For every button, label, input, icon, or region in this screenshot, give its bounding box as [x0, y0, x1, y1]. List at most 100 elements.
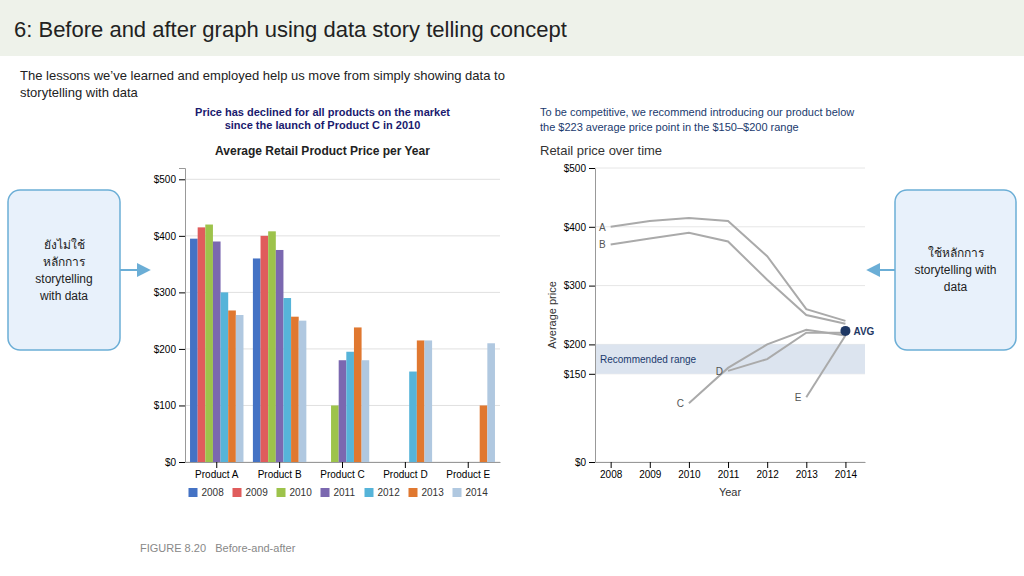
annotation: To be competitive, we recommend introduc…	[540, 106, 854, 118]
tick: $500	[564, 163, 595, 174]
tick-label: 2010	[678, 469, 701, 480]
speech-bubble: ยังไม่ใช้หลักการstorytellingwith data	[8, 190, 148, 350]
tick: Product E	[446, 462, 490, 480]
axis-domain	[595, 169, 596, 463]
tick: 2010	[678, 462, 701, 480]
tick-mark	[216, 462, 217, 468]
legend-label: 2014	[466, 487, 489, 498]
series-label: C	[677, 398, 684, 409]
tick-label: $500	[564, 163, 587, 174]
plot-area	[595, 218, 865, 403]
bar	[402, 462, 410, 463]
y-axis-title: Average price	[546, 281, 558, 349]
bar	[457, 462, 465, 463]
bar	[424, 340, 432, 462]
tick-mark	[342, 462, 343, 468]
legend-item: 2014	[453, 487, 489, 498]
tick-mark	[589, 168, 595, 169]
bubble-text-line: storytelling	[35, 272, 92, 286]
grid-line	[595, 168, 865, 169]
legend-label: 2012	[378, 487, 401, 498]
bubble-box	[895, 190, 1016, 350]
bubble-box	[8, 190, 120, 350]
tick: $400	[564, 222, 595, 233]
tick-mark	[468, 462, 469, 468]
bubble-text-line: data	[944, 280, 968, 294]
x-axis: Product AProduct BProduct CProduct DProd…	[186, 462, 501, 480]
chart-header-line: Price has declined for all products on t…	[195, 106, 450, 118]
title-band	[0, 0, 1024, 56]
grid	[595, 168, 865, 462]
x-axis-title: Year	[719, 486, 742, 498]
bubble-text-line: ใช้หลักการ	[928, 246, 985, 260]
bar	[316, 462, 324, 463]
tick-mark	[179, 179, 185, 180]
plot-area	[190, 225, 495, 462]
chart-svg: 6: Before and after graph using data sto…	[0, 0, 1024, 576]
legend-item: 2011	[321, 487, 356, 498]
line	[689, 330, 846, 404]
tick-label: $500	[154, 174, 177, 185]
tick: $150	[564, 369, 595, 380]
grid-line	[185, 292, 500, 293]
series-label: D	[716, 366, 723, 377]
legend-item: 2012	[365, 487, 401, 498]
tick-mark	[405, 462, 406, 468]
tick-mark	[179, 405, 185, 406]
bar	[417, 340, 425, 462]
tick-label: $100	[154, 400, 177, 411]
tick-mark	[589, 462, 595, 463]
bubble-text: ยังไม่ใช้หลักการstorytellingwith data	[35, 238, 92, 303]
tick-mark	[179, 292, 185, 293]
tick: $0	[575, 457, 595, 468]
legend-label: 2013	[422, 487, 445, 498]
tick-mark	[589, 344, 595, 345]
tick-mark	[589, 374, 595, 375]
x-axis: 2008200920102011201220132014	[596, 462, 866, 480]
grid-line	[595, 285, 865, 286]
tick-label: $0	[165, 457, 177, 468]
bar	[449, 462, 457, 463]
bar	[283, 298, 291, 462]
bar	[268, 231, 276, 462]
tick-mark	[179, 349, 185, 350]
axis-domain	[596, 462, 866, 463]
tick: Product C	[320, 462, 364, 480]
legend-item: 2010	[277, 487, 313, 498]
legend: 2008 2009 2010 2011 2012 2013 2014	[189, 487, 489, 498]
y-axis: $0$100$200$300$400$500	[154, 169, 186, 468]
bar	[409, 372, 417, 462]
tick-mark	[845, 462, 846, 468]
chart-title: Retail price over time	[540, 143, 662, 158]
legend-swatch	[233, 488, 242, 497]
tick-label: 2011	[718, 469, 740, 480]
legend-swatch	[365, 488, 374, 497]
tick: 2009	[639, 462, 662, 480]
tick-label: Product C	[320, 469, 364, 480]
tick-mark	[767, 462, 768, 468]
subtitle: storytelling with data	[20, 85, 139, 100]
tick: $200	[564, 339, 595, 350]
tick: 2012	[757, 462, 780, 480]
bar	[472, 462, 480, 463]
tick-label: Product E	[446, 469, 490, 480]
legend-swatch	[321, 488, 330, 497]
tick-label: 2013	[796, 469, 819, 480]
bubble-arrow	[120, 269, 148, 271]
legend-label: 2009	[246, 487, 269, 498]
bubble-text-line: ยังไม่ใช้	[44, 238, 85, 252]
tick-mark	[611, 462, 612, 468]
annotation-line: To be competitive, we recommend introduc…	[540, 106, 854, 118]
tick-label: $300	[564, 280, 587, 291]
tick: $200	[154, 344, 185, 355]
legend-swatch	[409, 488, 418, 497]
legend-label: 2008	[202, 487, 225, 498]
line	[611, 233, 846, 324]
tick-label: 2012	[757, 469, 780, 480]
bar	[480, 405, 488, 462]
tick-label: 2009	[639, 469, 662, 480]
tick-label: 2008	[600, 469, 623, 480]
bar	[205, 225, 213, 462]
range-band-label: Recommended range	[600, 354, 697, 365]
tick: $0	[165, 457, 185, 468]
